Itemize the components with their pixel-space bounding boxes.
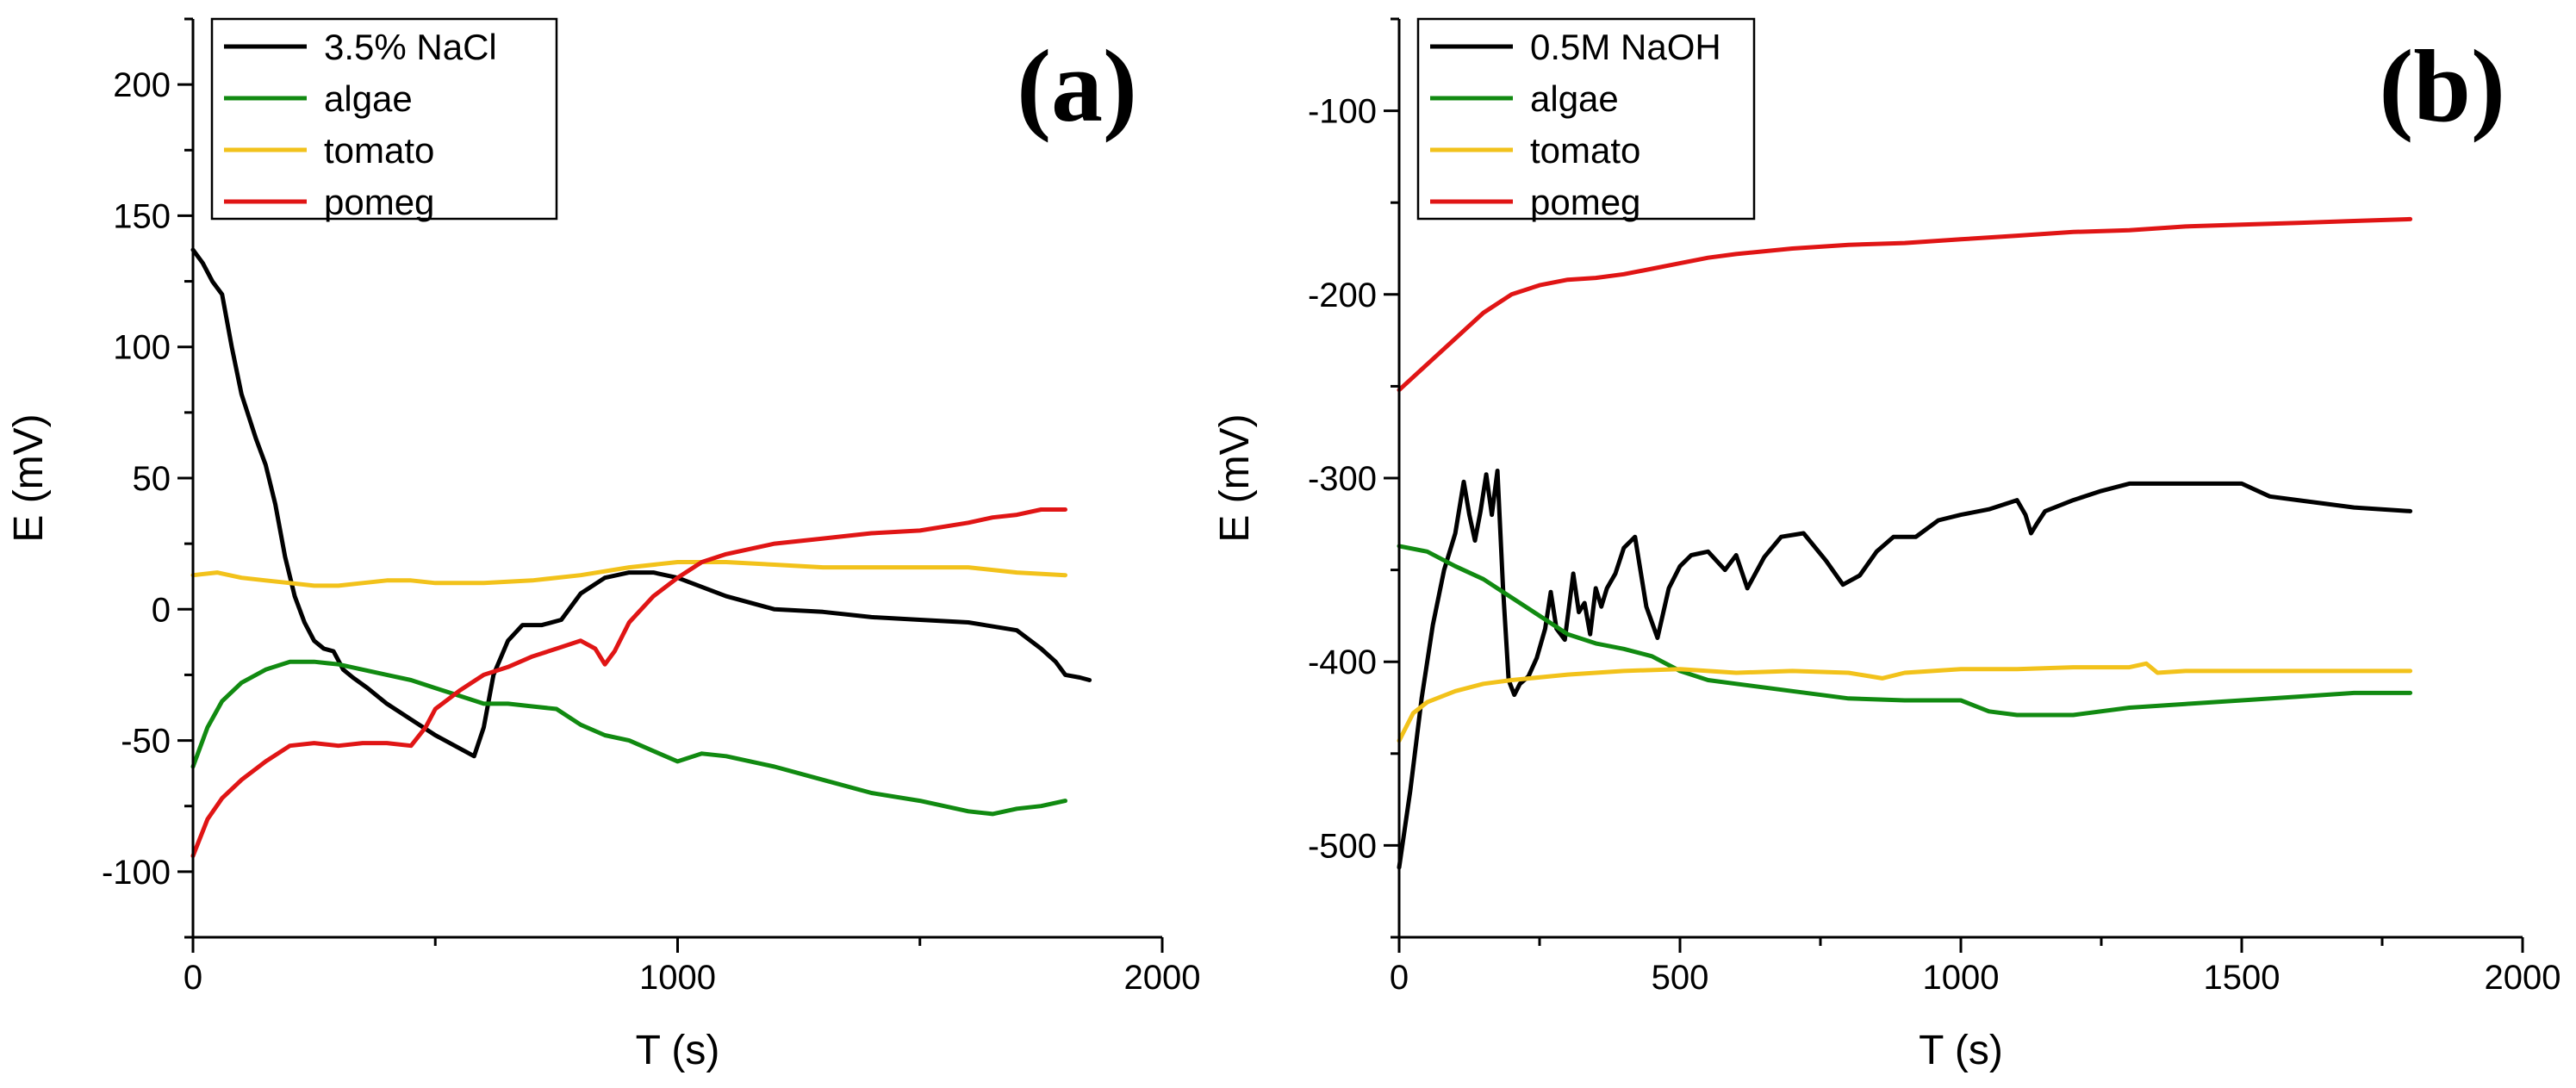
x-tick-label: 0 xyxy=(184,959,202,997)
panel-b: -500 -400 -300 -200 -100 0 500 1000 1500 2000 T (s… xyxy=(1212,17,2561,1073)
series-line-algae xyxy=(1397,544,2413,718)
legend-label: tomato xyxy=(324,130,434,171)
x-tick-label: 1000 xyxy=(639,959,716,997)
y-tick-label: 50 xyxy=(133,460,171,498)
legend-label: 3.5% NaCl xyxy=(324,27,497,67)
x-axis-label: T (s) xyxy=(636,1028,720,1073)
y-tick-label: 0 xyxy=(152,591,171,629)
y-tick-label: -100 xyxy=(102,854,171,892)
y-tick-label: -50 xyxy=(121,723,171,761)
legend-label: pomeg xyxy=(324,182,434,222)
series-line-0-5m-naoh xyxy=(1397,469,2413,870)
y-tick-label: -500 xyxy=(1308,827,1377,865)
legend-label: algae xyxy=(324,78,413,119)
y-axis-label: E (mV) xyxy=(1212,413,1258,542)
legend-box xyxy=(210,17,558,221)
series-line-pomeg xyxy=(190,507,1067,859)
y-tick-label: 100 xyxy=(113,329,171,367)
series-line-3-5-nacl xyxy=(190,247,1092,759)
y-axis-label: E (mV) xyxy=(6,413,52,542)
x-axis-label: T (s) xyxy=(1919,1028,2003,1073)
legend-label: pomeg xyxy=(1530,182,1640,222)
series-line-tomato xyxy=(190,560,1067,588)
x-tick-label: 2000 xyxy=(2485,959,2561,997)
x-tick-label: 1000 xyxy=(1923,959,2000,997)
series-line-algae xyxy=(190,659,1067,817)
series-line-tomato xyxy=(1397,661,2413,743)
y-tick-label: 150 xyxy=(113,197,171,235)
panel-label: (a) xyxy=(1017,28,1137,143)
x-tick-label: 1500 xyxy=(2204,959,2280,997)
legend-label: algae xyxy=(1530,78,1619,119)
y-tick-label: -400 xyxy=(1308,643,1377,681)
legend-box xyxy=(1416,17,1756,221)
y-tick-label: -300 xyxy=(1308,460,1377,498)
panel-label: (b) xyxy=(2379,28,2505,143)
x-tick-label: 0 xyxy=(1390,959,1409,997)
legend-label: 0.5M NaOH xyxy=(1530,27,1721,67)
x-tick-label: 2000 xyxy=(1124,959,1201,997)
y-tick-label: 200 xyxy=(113,66,171,104)
x-tick-label: 500 xyxy=(1652,959,1709,997)
series-line-pomeg xyxy=(1397,216,2413,393)
y-tick-label: -200 xyxy=(1308,277,1377,314)
y-tick-label: -100 xyxy=(1308,93,1377,131)
legend-label: tomato xyxy=(1530,130,1640,171)
